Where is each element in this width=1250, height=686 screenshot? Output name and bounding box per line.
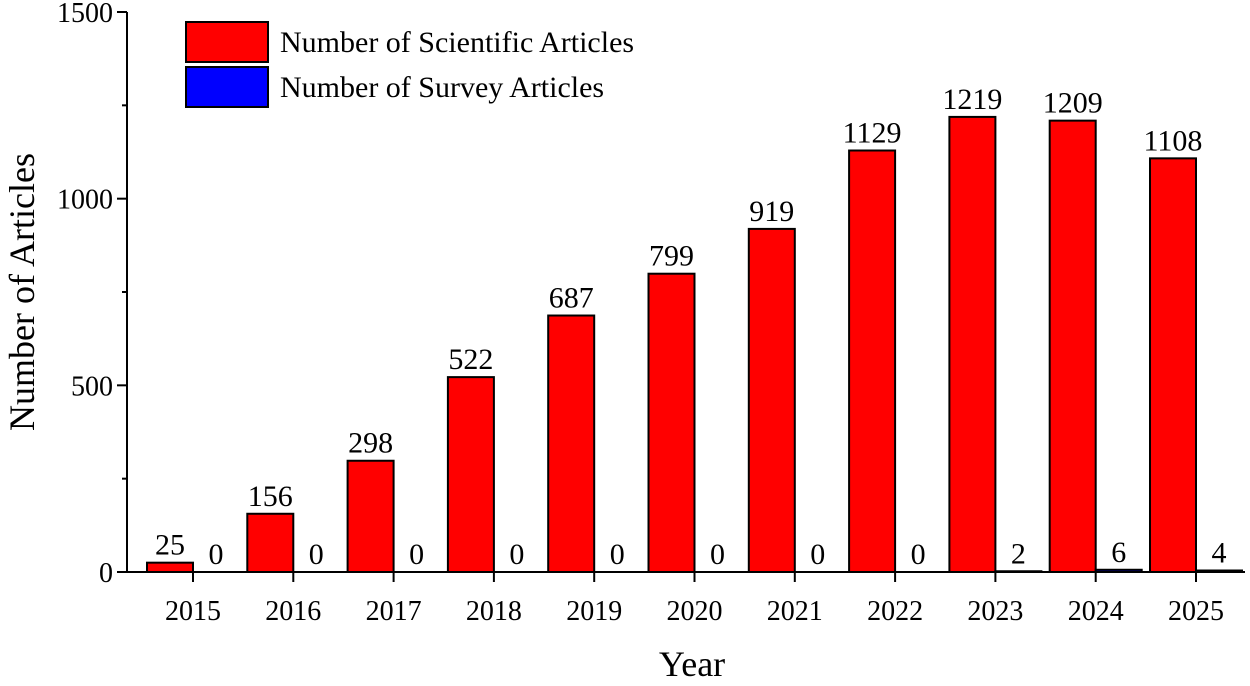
x-tick-label: 2022 [867,596,923,627]
legend-label-survey: Number of Survey Articles [280,71,604,104]
bar-scientific [146,561,194,574]
data-label-survey: 0 [610,538,625,571]
y-tick-label: 1500 [57,0,113,29]
x-tick-label: 2015 [165,596,221,627]
legend-swatch-survey [185,66,269,108]
y-tick-label: 500 [71,371,113,402]
data-label-survey: 2 [1011,537,1026,570]
data-label-survey: 0 [710,538,725,571]
bars-group [146,115,1243,574]
data-label-scientific: 1219 [942,83,1002,116]
x-tick-label: 2016 [265,596,321,627]
y-tick-label: 1000 [57,185,113,216]
y-tick-label: 0 [99,558,113,589]
bar-scientific [948,115,997,573]
data-label-scientific: 522 [448,343,493,376]
data-label-scientific: 799 [649,240,694,273]
data-label-scientific: 1108 [1144,124,1203,157]
axes-group [117,11,1245,582]
labels-group: 25 0 2015 156 0 2016 298 0 2017 522 0 2018 687 0 2019 7… [57,0,1227,627]
legend-label-scientific: Number of Scientific Articles [280,26,634,59]
data-label-scientific: 1129 [843,117,902,150]
x-tick-label: 2019 [566,596,622,627]
bar-scientific [246,512,295,574]
data-label-scientific: 1209 [1043,87,1103,120]
data-label-survey: 0 [209,538,224,571]
data-label-survey: 0 [911,538,926,571]
data-label-survey: 0 [509,538,524,571]
data-label-scientific: 156 [248,480,293,513]
bar-scientific [346,459,395,574]
data-label-scientific: 25 [155,529,185,562]
data-label-survey: 0 [409,538,424,571]
x-tick-label: 2023 [967,596,1023,627]
x-tick-label: 2024 [1068,596,1124,627]
x-tick-label: 2017 [366,596,422,627]
x-tick-label: 2025 [1168,596,1224,627]
x-tick-label: 2018 [466,596,522,627]
bar-scientific [1048,119,1097,573]
data-label-scientific: 919 [749,195,794,228]
data-label-survey: 6 [1111,536,1126,569]
x-axis-title: Year [659,644,725,684]
data-label-survey: 4 [1212,537,1227,570]
data-label-survey: 0 [810,538,825,571]
data-label-scientific: 687 [549,282,594,315]
bar-scientific [848,149,897,574]
bar-scientific [446,376,495,573]
y-axis-title: Number of Articles [2,153,42,431]
data-label-survey: 0 [309,538,324,571]
x-tick-label: 2021 [767,596,823,627]
legend: Number of Scientific Articles Number of … [185,21,634,108]
bar-scientific [747,227,796,573]
bar-scientific [1149,157,1197,573]
legend-swatch-scientific [185,21,269,63]
bar-scientific [647,272,696,573]
x-tick-label: 2020 [667,596,723,627]
bar-scientific [547,314,596,573]
data-label-scientific: 298 [348,427,393,460]
